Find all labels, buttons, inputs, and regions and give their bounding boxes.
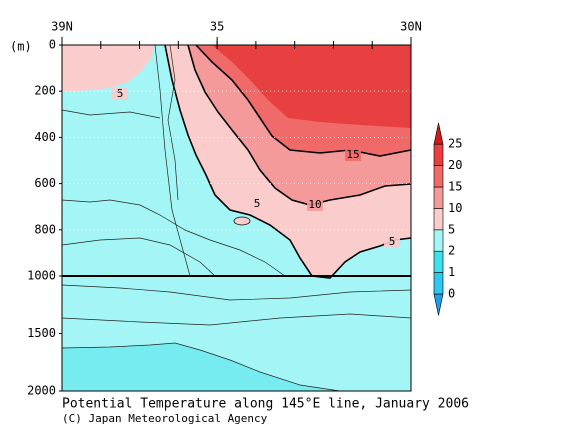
y-tick-label: 800	[34, 222, 56, 236]
contour-label-bg	[345, 149, 361, 161]
contour-label: 5	[254, 197, 261, 210]
contour-label-bg	[249, 198, 265, 210]
credit: (C) Japan Meteorological Agency	[62, 412, 268, 425]
y-tick-label: 0	[49, 38, 56, 52]
contour-line	[154, 44, 191, 277]
plot-frame	[61, 44, 412, 392]
colorbar-label: 15	[448, 180, 462, 194]
y-axis-label: (m)	[10, 40, 32, 54]
contour-line-bold	[187, 44, 412, 206]
contour-line	[61, 237, 216, 277]
contour-line-bold	[164, 44, 412, 279]
y-tick-label: 600	[34, 176, 56, 190]
region	[62, 343, 340, 391]
colorbar-label: 0	[448, 287, 455, 301]
contour-label: 15	[346, 148, 359, 161]
colorbar-label: 25	[448, 137, 462, 151]
chart-title: Potential Temperature along 145°E line, …	[62, 397, 469, 412]
colorbar-label: 10	[448, 201, 462, 215]
contour-label: 10	[308, 198, 321, 211]
colorbar-label: 20	[448, 158, 462, 172]
region	[62, 45, 155, 92]
colorbar-segment	[433, 143, 444, 166]
colorbar-label: 5	[448, 222, 455, 236]
contour-line	[61, 199, 286, 277]
colorbar-label: 1	[448, 265, 455, 279]
colorbar-label: 2	[448, 244, 455, 258]
region	[212, 45, 411, 128]
contour-label-bg	[112, 88, 128, 100]
contour-line	[61, 342, 341, 392]
colorbar-segment	[433, 165, 444, 188]
colorbar-segment	[433, 272, 444, 295]
colorbar-segment	[433, 186, 444, 209]
contour-label: 5	[117, 87, 124, 100]
contour-line	[61, 313, 412, 326]
y-tick-label: 200	[34, 84, 56, 98]
contour-line	[61, 109, 161, 119]
colorbar-arrow	[433, 293, 444, 316]
y-tick-label: 400	[34, 130, 56, 144]
y-tick-label: 1500	[27, 326, 56, 340]
y-tick-label: 2000	[27, 384, 56, 398]
x-tick-label: 35	[210, 20, 224, 34]
colorbar-segment	[433, 229, 444, 252]
x-tick-label: 30N	[400, 20, 422, 34]
colorbar-segment	[433, 250, 444, 273]
contour-line	[167, 44, 179, 201]
contour-label-bg	[307, 199, 323, 211]
contour-line	[61, 284, 412, 301]
contour-label-bg	[384, 236, 400, 248]
colorbar-segment	[433, 208, 444, 231]
colorbar-arrow	[433, 122, 444, 145]
region	[233, 216, 251, 226]
x-tick-label: 39N	[51, 20, 73, 34]
contour-label: 5	[389, 235, 396, 248]
y-tick-label: 1000	[27, 269, 56, 283]
